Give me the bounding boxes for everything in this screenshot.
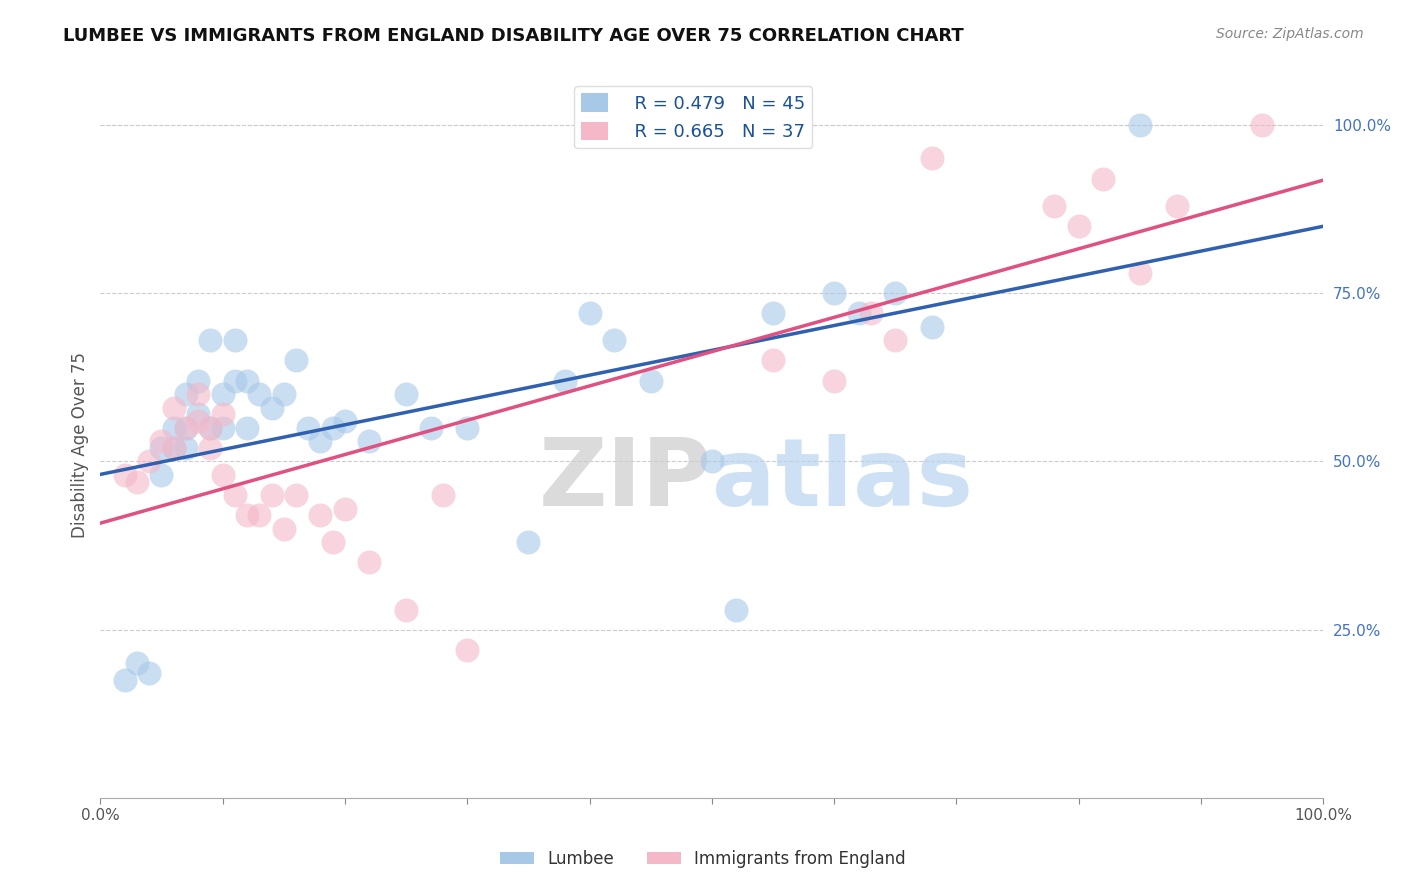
- Point: [640, 374, 662, 388]
- Point: [823, 374, 845, 388]
- Point: [884, 286, 907, 301]
- Point: [333, 501, 356, 516]
- Point: [725, 602, 748, 616]
- Point: [322, 421, 344, 435]
- Point: [921, 319, 943, 334]
- Point: [187, 407, 209, 421]
- Point: [456, 643, 478, 657]
- Point: [921, 152, 943, 166]
- Point: [247, 387, 270, 401]
- Point: [432, 488, 454, 502]
- Point: [260, 488, 283, 502]
- Point: [114, 673, 136, 688]
- Point: [125, 475, 148, 489]
- Point: [1067, 219, 1090, 233]
- Point: [1043, 198, 1066, 212]
- Point: [884, 333, 907, 347]
- Point: [273, 522, 295, 536]
- Point: [174, 421, 197, 435]
- Point: [163, 401, 186, 415]
- Y-axis label: Disability Age Over 75: Disability Age Over 75: [72, 351, 89, 538]
- Point: [762, 353, 785, 368]
- Point: [359, 555, 381, 569]
- Point: [554, 374, 576, 388]
- Point: [200, 421, 222, 435]
- Point: [236, 421, 259, 435]
- Point: [211, 407, 233, 421]
- Point: [1092, 171, 1115, 186]
- Point: [150, 467, 173, 482]
- Point: [187, 387, 209, 401]
- Point: [150, 441, 173, 455]
- Point: [285, 488, 308, 502]
- Text: ZIP: ZIP: [538, 434, 711, 526]
- Point: [224, 333, 246, 347]
- Point: [200, 441, 222, 455]
- Point: [859, 306, 882, 320]
- Text: Source: ZipAtlas.com: Source: ZipAtlas.com: [1216, 27, 1364, 41]
- Point: [247, 508, 270, 523]
- Point: [174, 387, 197, 401]
- Point: [200, 333, 222, 347]
- Point: [125, 657, 148, 671]
- Point: [163, 421, 186, 435]
- Point: [236, 508, 259, 523]
- Point: [163, 441, 186, 455]
- Point: [285, 353, 308, 368]
- Point: [517, 535, 540, 549]
- Point: [333, 414, 356, 428]
- Point: [187, 374, 209, 388]
- Point: [1166, 198, 1188, 212]
- Point: [187, 414, 209, 428]
- Point: [395, 387, 418, 401]
- Point: [578, 306, 600, 320]
- Point: [163, 441, 186, 455]
- Point: [359, 434, 381, 449]
- Point: [1251, 118, 1274, 132]
- Point: [138, 666, 160, 681]
- Point: [273, 387, 295, 401]
- Point: [138, 454, 160, 468]
- Point: [309, 434, 332, 449]
- Point: [200, 421, 222, 435]
- Point: [322, 535, 344, 549]
- Point: [1129, 118, 1152, 132]
- Point: [762, 306, 785, 320]
- Point: [297, 421, 319, 435]
- Point: [150, 434, 173, 449]
- Text: atlas: atlas: [711, 434, 973, 526]
- Legend:   R = 0.479   N = 45,   R = 0.665   N = 37: R = 0.479 N = 45, R = 0.665 N = 37: [574, 86, 813, 148]
- Text: LUMBEE VS IMMIGRANTS FROM ENGLAND DISABILITY AGE OVER 75 CORRELATION CHART: LUMBEE VS IMMIGRANTS FROM ENGLAND DISABI…: [63, 27, 965, 45]
- Point: [603, 333, 626, 347]
- Point: [236, 374, 259, 388]
- Point: [224, 374, 246, 388]
- Point: [211, 421, 233, 435]
- Point: [260, 401, 283, 415]
- Point: [211, 467, 233, 482]
- Point: [211, 387, 233, 401]
- Point: [395, 602, 418, 616]
- Point: [700, 454, 723, 468]
- Legend: Lumbee, Immigrants from England: Lumbee, Immigrants from England: [494, 844, 912, 875]
- Point: [456, 421, 478, 435]
- Point: [1129, 266, 1152, 280]
- Point: [174, 441, 197, 455]
- Point: [114, 467, 136, 482]
- Point: [848, 306, 870, 320]
- Point: [174, 421, 197, 435]
- Point: [823, 286, 845, 301]
- Point: [309, 508, 332, 523]
- Point: [419, 421, 441, 435]
- Point: [224, 488, 246, 502]
